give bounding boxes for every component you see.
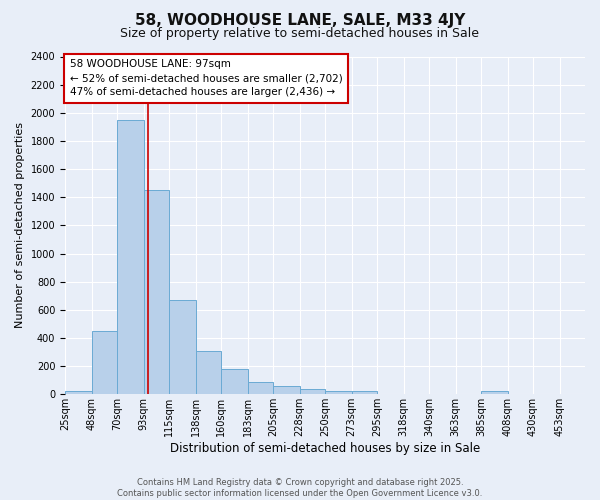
- Text: 58 WOODHOUSE LANE: 97sqm
← 52% of semi-detached houses are smaller (2,702)
47% o: 58 WOODHOUSE LANE: 97sqm ← 52% of semi-d…: [70, 60, 343, 98]
- Y-axis label: Number of semi-detached properties: Number of semi-detached properties: [15, 122, 25, 328]
- Bar: [92, 331, 117, 394]
- Bar: [117, 120, 143, 394]
- Bar: [143, 190, 169, 394]
- Text: Contains HM Land Registry data © Crown copyright and database right 2025.
Contai: Contains HM Land Registry data © Crown c…: [118, 478, 482, 498]
- Bar: [325, 392, 352, 394]
- Bar: [169, 300, 196, 394]
- Text: 58, WOODHOUSE LANE, SALE, M33 4JY: 58, WOODHOUSE LANE, SALE, M33 4JY: [135, 12, 465, 28]
- Bar: [196, 350, 221, 395]
- Bar: [481, 392, 508, 394]
- Bar: [221, 369, 248, 394]
- X-axis label: Distribution of semi-detached houses by size in Sale: Distribution of semi-detached houses by …: [170, 442, 480, 455]
- Bar: [273, 386, 299, 394]
- Bar: [248, 382, 273, 394]
- Bar: [352, 392, 377, 394]
- Bar: [65, 391, 92, 394]
- Bar: [299, 390, 325, 394]
- Text: Size of property relative to semi-detached houses in Sale: Size of property relative to semi-detach…: [121, 28, 479, 40]
